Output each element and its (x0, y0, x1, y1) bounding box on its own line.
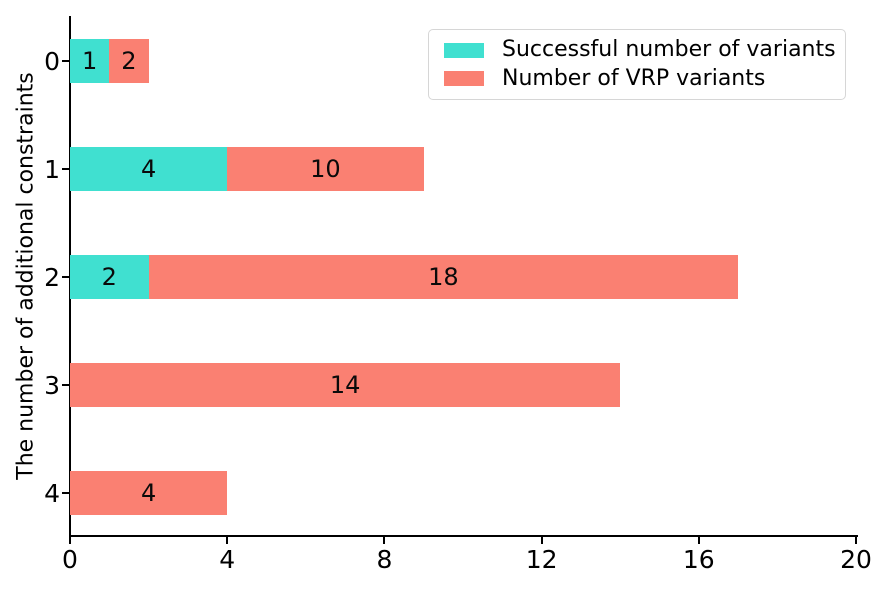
bar-segment-vrp: 14 (70, 363, 621, 407)
bar-segment-successful: 4 (70, 147, 228, 191)
legend-entry: Number of VRP variants (444, 65, 845, 91)
x-tick-mark (383, 537, 386, 544)
legend-label: Number of VRP variants (502, 65, 766, 91)
bar-value-label: 14 (329, 371, 361, 399)
legend-swatch (444, 71, 484, 87)
y-tick-mark (62, 492, 69, 494)
legend: Successful number of variants Number of V… (428, 29, 846, 100)
bar-value-label: 4 (140, 155, 157, 183)
legend-entry: Successful number of variants (444, 37, 845, 63)
bar-segment-vrp: 10 (227, 147, 424, 191)
x-axis-line (69, 535, 858, 537)
y-tick-label: 3 (44, 371, 60, 400)
bar-value-label: 10 (310, 155, 341, 183)
y-tick-mark (62, 60, 69, 62)
bar-segment-successful: 2 (70, 255, 149, 299)
y-tick-mark (62, 384, 69, 386)
bar-segment-vrp: 4 (70, 471, 228, 515)
bar-segment-vrp: 18 (148, 255, 739, 299)
x-tick-mark (855, 537, 857, 544)
x-tick-mark (69, 537, 71, 544)
x-tick-mark (697, 537, 700, 544)
x-tick-label: 0 (62, 545, 78, 574)
bar-segment-vrp: 2 (109, 39, 149, 83)
y-tick-label: 0 (44, 47, 60, 76)
x-tick-label: 20 (840, 545, 872, 574)
x-tick-mark (226, 537, 229, 544)
x-tick-label: 16 (682, 545, 715, 574)
legend-label: Successful number of variants (502, 37, 836, 63)
y-tick-label: 1 (44, 155, 60, 184)
bar-value-label: 2 (121, 47, 137, 75)
y-tick-label: 2 (44, 263, 60, 292)
bar-value-label: 18 (428, 263, 459, 291)
x-tick-mark (540, 537, 543, 544)
bar-value-label: 4 (140, 479, 157, 507)
x-tick-label: 4 (219, 545, 236, 574)
bar-segment-successful: 1 (70, 39, 110, 83)
x-tick-label: 12 (525, 545, 558, 574)
bar-value-label: 2 (101, 263, 117, 291)
x-tick-label: 8 (376, 545, 393, 574)
bar-value-label: 1 (82, 47, 98, 75)
y-tick-label: 4 (44, 479, 60, 508)
legend-swatch (444, 42, 484, 58)
y-tick-mark (62, 276, 69, 278)
y-tick-mark (62, 168, 69, 170)
